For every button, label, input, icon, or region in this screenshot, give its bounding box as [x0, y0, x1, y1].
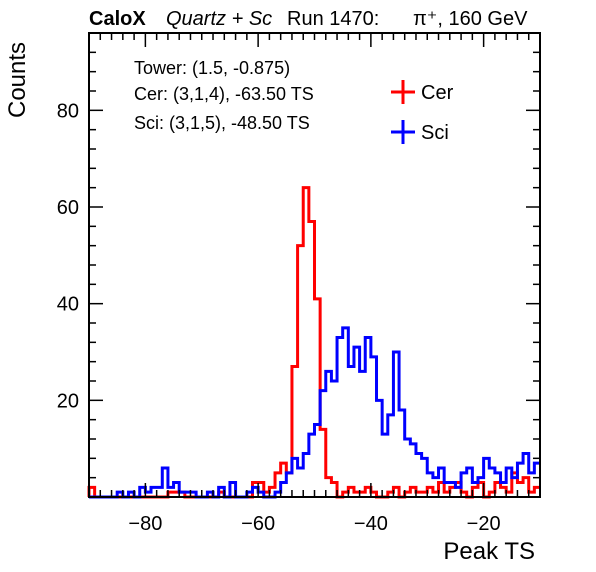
- info-cer: Cer: (3,1,4), -63.50 TS: [134, 84, 314, 104]
- title-particle: π⁺, 160 GeV: [413, 8, 528, 30]
- x-tick-label: −40: [354, 513, 388, 535]
- x-tick-label: −80: [128, 513, 162, 535]
- title-run: Run 1470:: [287, 8, 379, 30]
- y-tick-label: 20: [57, 390, 79, 412]
- series-cer-line: [87, 186, 540, 499]
- info-box: Tower: (1.5, -0.875) Cer: (3,1,4), -63.5…: [134, 58, 314, 133]
- legend-entry-cer: Cer: [391, 80, 454, 104]
- axes: −80 −60 −40 −20 20 40 60 80: [57, 32, 541, 535]
- y-tick-label: 80: [57, 100, 79, 122]
- title-brand: CaloX: [89, 8, 146, 30]
- x-tick-label: −60: [241, 513, 275, 535]
- chart-title: CaloX Quartz + Sc Run 1470: π⁺, 160 GeV: [89, 8, 528, 30]
- x-tick-label: −20: [467, 513, 501, 535]
- title-subtitle: Quartz + Sc: [166, 8, 272, 30]
- info-tower: Tower: (1.5, -0.875): [134, 58, 290, 78]
- legend: Cer Sci: [391, 80, 454, 144]
- legend-sci-label: Sci: [421, 122, 449, 144]
- legend-cer-label: Cer: [421, 82, 454, 104]
- y-axis-label: Counts: [4, 42, 31, 118]
- y-tick-label: 40: [57, 294, 79, 316]
- plot-area: [87, 186, 540, 499]
- legend-entry-sci: Sci: [391, 120, 449, 144]
- y-tick-label: 60: [57, 197, 79, 219]
- x-axis-label: Peak TS: [443, 538, 535, 565]
- series-sci-line: [89, 326, 540, 499]
- info-sci: Sci: (3,1,5), -48.50 TS: [134, 113, 310, 133]
